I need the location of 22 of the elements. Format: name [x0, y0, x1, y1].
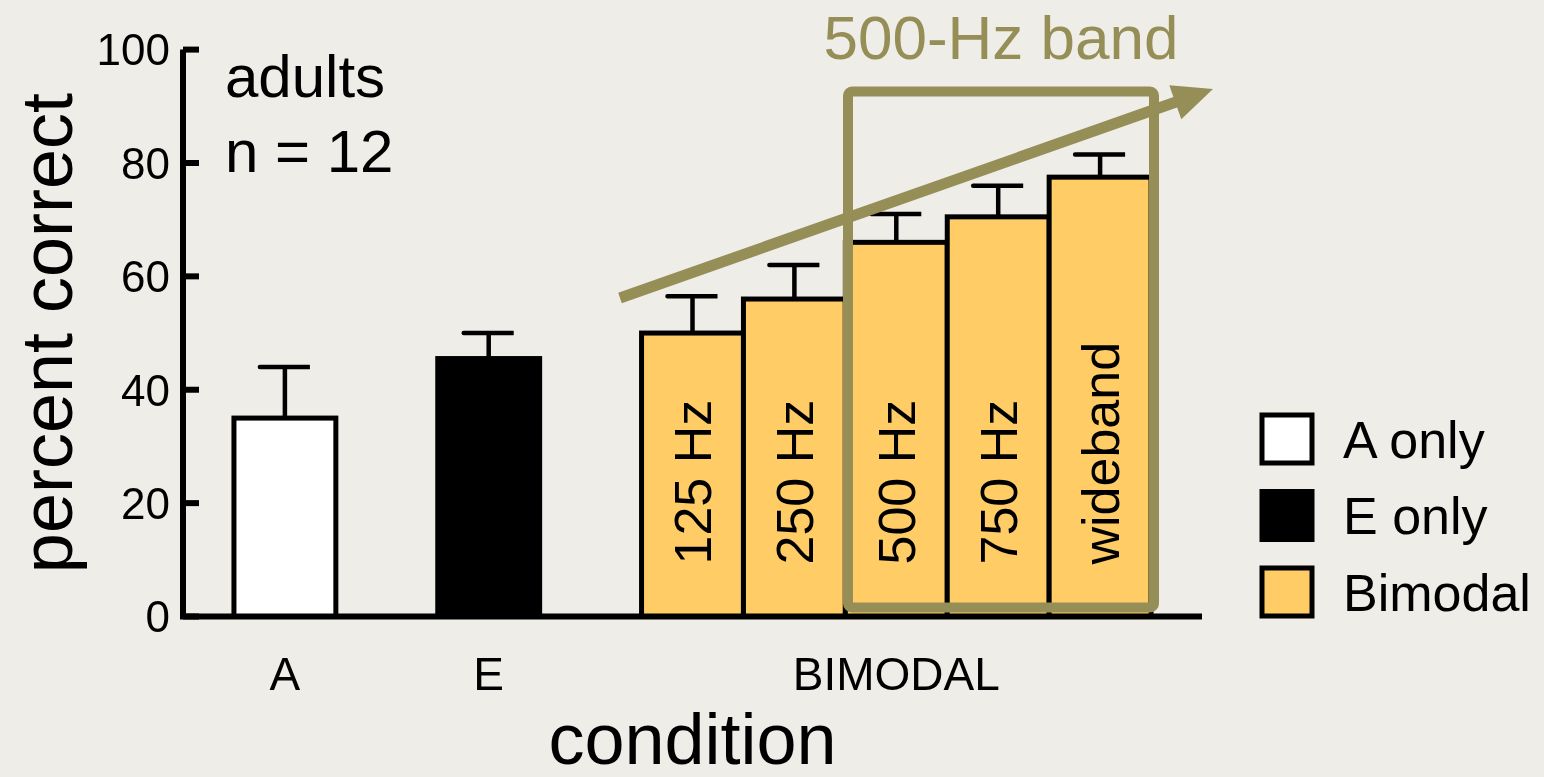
x-tick-label: E [473, 648, 505, 700]
annotation: 750 Hz [969, 399, 1028, 565]
annotation: adults [225, 43, 386, 111]
y-tick-label: 40 [121, 365, 170, 415]
y-tick-label: 0 [145, 592, 170, 642]
x-tick-label: BIMODAL [792, 648, 1000, 700]
annotation: 250 Hz [766, 399, 825, 565]
annotation: n = 12 [225, 118, 394, 186]
y-tick-label: 20 [121, 478, 170, 528]
annotation: wideband [1071, 341, 1130, 566]
legend-label: E only [1343, 487, 1488, 546]
x-tick-label: A [269, 648, 301, 700]
legend-label: A only [1343, 410, 1485, 469]
legend-label: Bimodal [1343, 563, 1531, 622]
x-axis-title: condition [548, 699, 837, 777]
y-tick-label: 100 [96, 25, 170, 75]
y-tick-label: 80 [121, 138, 170, 188]
y-tick-label: 60 [121, 252, 170, 302]
annotation: 125 Hz [664, 399, 723, 565]
annotation: 500-Hz band [823, 3, 1179, 73]
y-axis-title: percent correct [7, 92, 87, 574]
annotation: 500 Hz [868, 399, 927, 565]
